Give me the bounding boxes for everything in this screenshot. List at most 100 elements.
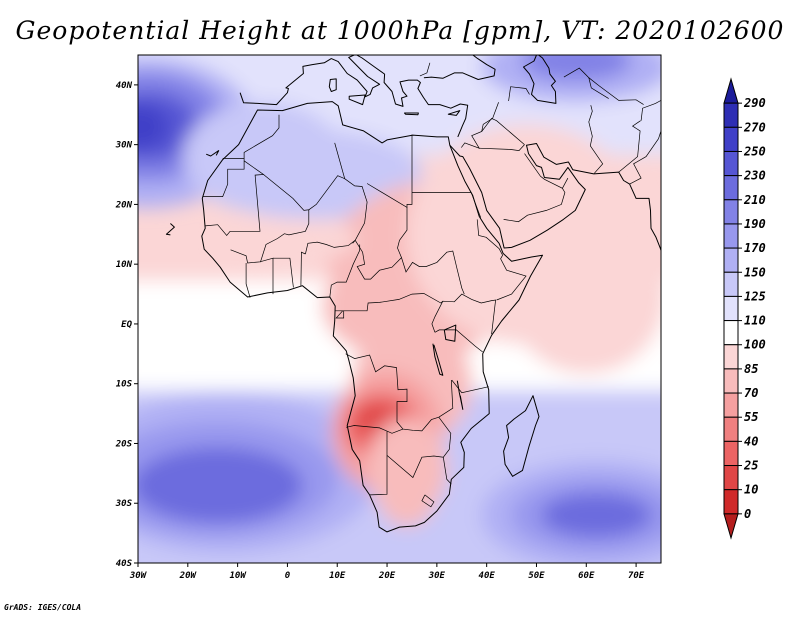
- country-border: [434, 329, 483, 353]
- x-tick-label: 30W: [129, 571, 148, 581]
- map-title: Geopotential Height at 1000hPa [gpm], VT…: [15, 16, 785, 45]
- country-border: [629, 130, 661, 185]
- country-border: [481, 117, 525, 145]
- lake-victoria: [443, 324, 457, 342]
- y-tick-label: EQ: [121, 320, 132, 330]
- caspian-coastline: [523, 55, 557, 104]
- colorbar-segment: [723, 150, 739, 177]
- colorbar-segment: [723, 513, 739, 540]
- country-border: [386, 416, 452, 479]
- colorbar-segment: [723, 368, 739, 394]
- field-blob: [217, 218, 358, 263]
- field-blob: [541, 493, 652, 538]
- x-tick-label: 20W: [179, 571, 198, 581]
- y-tick-label: 30S: [115, 499, 133, 509]
- colorbar-segment: [723, 392, 739, 418]
- y-tick-label: 20N: [115, 200, 133, 210]
- colorbar-label: 25: [743, 459, 758, 473]
- canary-islands-coastline: [206, 150, 220, 157]
- black-sea-coastline: [423, 55, 496, 80]
- country-border: [343, 293, 444, 312]
- field-blob: [506, 214, 661, 375]
- country-border: [476, 219, 527, 301]
- country-border: [470, 192, 482, 218]
- colorbar-label: 85: [744, 362, 758, 376]
- colorbar-label: 110: [744, 314, 766, 328]
- arabia-india-coastline: [449, 143, 661, 253]
- x-tick-label: 40E: [479, 571, 496, 581]
- field-blob: [521, 55, 632, 81]
- country-border: [397, 207, 465, 295]
- colorbar-label: 55: [744, 410, 758, 424]
- country-border: [503, 153, 566, 223]
- coastlines: [165, 55, 661, 533]
- x-axis: 30W 20W 10W 0 10E 20E 30E 40E 50E 60E 70E: [129, 563, 645, 581]
- colorbar-label: 270: [743, 120, 766, 134]
- colorbar-label: 210: [743, 193, 766, 207]
- y-tick-label: 10N: [116, 260, 133, 270]
- x-tick-label: 70E: [628, 571, 645, 581]
- field-blob: [376, 456, 437, 527]
- x-tick-label: 20E: [378, 571, 396, 581]
- colorbar-segment: [723, 344, 739, 370]
- grads-credit: GrADS: IGES/COLA: [4, 603, 82, 612]
- cyprus-coastline: [447, 110, 461, 116]
- colorbar-label: 250: [743, 144, 766, 158]
- country-border: [563, 67, 609, 99]
- country-border: [300, 251, 306, 287]
- country-border: [618, 120, 641, 173]
- crete-coastline: [404, 112, 419, 116]
- x-tick-label: 60E: [578, 571, 595, 581]
- country-border: [230, 174, 310, 264]
- africa-coastline: [201, 101, 543, 533]
- colorbar-segment: [723, 126, 739, 152]
- country-border: [308, 142, 346, 211]
- country-border: [419, 62, 431, 77]
- cape-verde-coastline: [165, 223, 175, 236]
- country-border: [305, 240, 356, 255]
- colorbar-label: 150: [744, 265, 766, 279]
- lake-malawi: [456, 380, 464, 410]
- x-tick-label: 10W: [229, 571, 247, 581]
- sicily-coastline: [348, 94, 366, 106]
- country-border: [478, 144, 525, 151]
- country-border: [588, 105, 604, 174]
- colorbar-segment: [723, 247, 739, 273]
- colorbar-segment: [723, 465, 739, 491]
- field-blob: [138, 104, 168, 149]
- colorbar-segment: [723, 271, 739, 297]
- country-border: [346, 425, 404, 434]
- country-border: [369, 431, 388, 496]
- country-border: [329, 244, 361, 298]
- x-tick-label: 50E: [528, 571, 545, 581]
- colorbar-segment: [723, 199, 739, 225]
- colorbar-segment: [723, 320, 739, 346]
- y-tick-label: 40S: [116, 559, 133, 569]
- plot-frame: [137, 54, 662, 564]
- country-border: [508, 86, 530, 102]
- colorbar-segment: [723, 489, 739, 515]
- y-axis: 40N 30N 20N 10N EQ 10S 20S 30S 40S: [115, 81, 138, 569]
- colorbar-label: 100: [744, 338, 766, 352]
- colorbar-label: 190: [744, 217, 766, 231]
- colorbar-label: 40: [744, 434, 758, 448]
- colorbar-segment: [723, 440, 739, 467]
- mediterranean-north-coastline: [239, 55, 469, 138]
- y-tick-label: 10S: [116, 380, 133, 390]
- colorbar-segment: [723, 223, 739, 249]
- country-border: [640, 100, 661, 121]
- colorbar-segment: [723, 295, 739, 322]
- colorbar-label: 170: [744, 241, 766, 255]
- country-border: [431, 293, 497, 335]
- colorbar-label: 70: [744, 386, 758, 400]
- colorbar: 2902702502302101901701501251101008570554…: [723, 77, 766, 540]
- colorbar-label: 0: [744, 507, 751, 521]
- country-border: [243, 114, 280, 159]
- country-border: [273, 257, 294, 288]
- geopotential-field: [138, 55, 661, 563]
- country-border: [205, 160, 265, 237]
- country-border: [588, 77, 644, 105]
- colorbar-segment: [723, 416, 739, 442]
- country-border: [335, 310, 345, 319]
